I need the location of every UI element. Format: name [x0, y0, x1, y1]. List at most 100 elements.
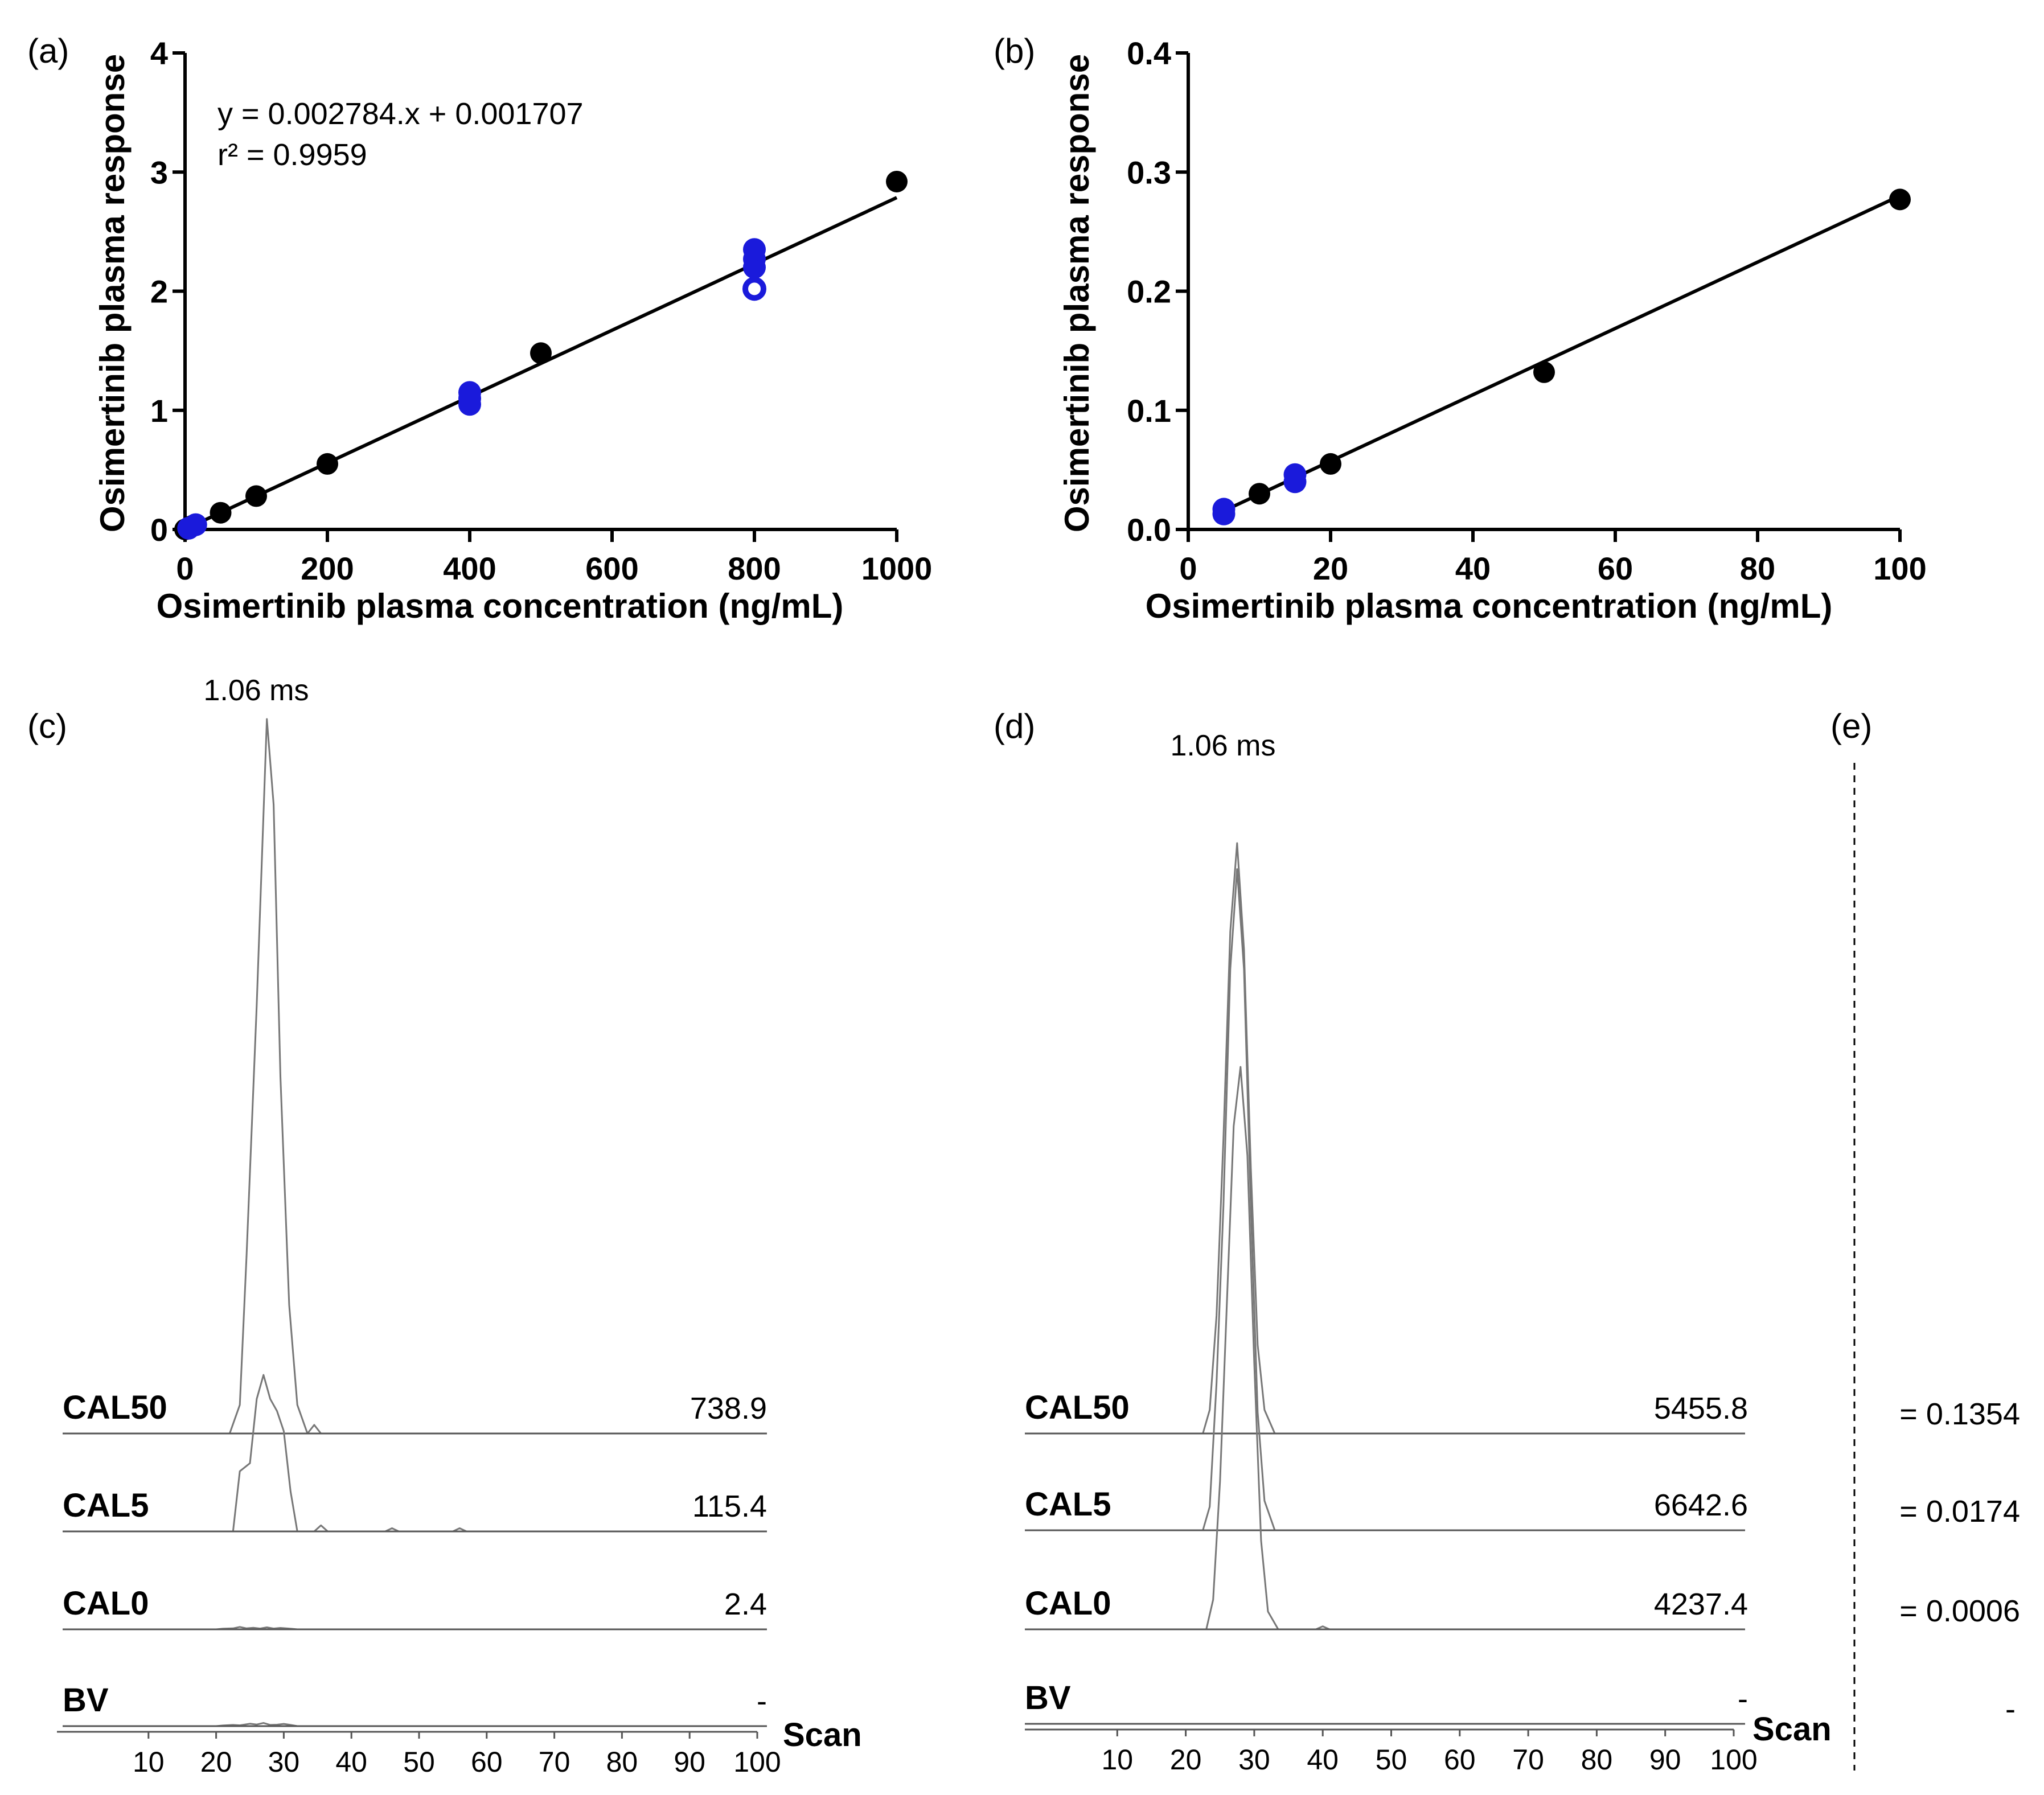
y-tick-label: 0.3 [1127, 154, 1171, 190]
qc-point [742, 277, 766, 301]
ratio-cal50: = 0.1354 [1899, 1397, 2020, 1431]
panel-a-y-axis-title: Osimertinib plasma response [93, 54, 132, 532]
scan-tick-label: 90 [674, 1746, 705, 1778]
trace-label-bv: BV [63, 1682, 109, 1719]
y-tick-label: 0.4 [1127, 35, 1171, 71]
x-tick-label: 200 [301, 551, 354, 586]
x-tick-label: 800 [728, 551, 781, 586]
qc-point [743, 238, 766, 261]
y-tick-label: 0.0 [1127, 512, 1171, 548]
panel-c-scan-label: Scan [783, 1716, 862, 1753]
scan-tick-label: 10 [133, 1746, 165, 1778]
y-tick-label: 3 [150, 154, 168, 190]
scan-tick-label: 40 [1307, 1744, 1339, 1776]
fit-equation: y = 0.002784.x + 0.001707 [217, 97, 584, 131]
y-tick-label: 0 [150, 512, 168, 548]
trace-area-value: 5455.8 [1654, 1391, 1748, 1426]
trace-area-value: 738.9 [690, 1391, 767, 1426]
x-tick-label: 0 [1179, 551, 1197, 586]
panel-d-peak-label: 1.06 ms [1171, 729, 1276, 762]
panel-a: (a) y = 0.002784.x + 0.001707 r² = 0.995… [27, 32, 932, 625]
scan-tick-label: 60 [471, 1746, 503, 1778]
y-tick-label: 1 [150, 393, 168, 429]
scan-tick-label: 50 [403, 1746, 435, 1778]
scan-tick-label: 60 [1444, 1744, 1476, 1776]
scan-tick-label: 80 [1581, 1744, 1613, 1776]
trace-cal5 [1049, 868, 1734, 1531]
scan-tick-label: 100 [1710, 1744, 1757, 1776]
scan-tick-label: 70 [539, 1746, 570, 1778]
calibrator-point [245, 485, 267, 507]
ratio-bv: - [2005, 1692, 2016, 1726]
trace-cal5 [81, 1374, 757, 1533]
qc-point [1283, 463, 1307, 486]
panel-d: (d) 1.06 ms Scan CAL50 5455.8 CAL5 6642.6 CA… [994, 707, 1832, 1776]
scan-tick-label: 30 [268, 1746, 300, 1778]
trace-area-value: 4237.4 [1654, 1587, 1748, 1621]
y-tick-label: 4 [150, 35, 168, 71]
trace-label-cal5: CAL5 [1025, 1486, 1111, 1523]
panel-b-label: (b) [994, 32, 1035, 70]
trace-area-value: - [1738, 1682, 1748, 1716]
calibrator-point [210, 502, 232, 524]
trace-cal0 [1049, 1066, 1734, 1630]
panel-c-label: (c) [27, 707, 67, 745]
trace-label-cal5: CAL5 [63, 1487, 149, 1524]
x-tick-label: 600 [585, 551, 638, 586]
r-squared: r² = 0.9959 [217, 138, 367, 172]
panel-e: (e) = 0.1354 = 0.0174 = 0.0006 - [1830, 707, 2020, 1771]
panel-c-peak-label: 1.06 ms [204, 674, 309, 707]
x-tick-label: 1000 [861, 551, 933, 586]
x-tick-label: 100 [1873, 551, 1926, 586]
trace-label-bv: BV [1025, 1679, 1071, 1716]
trace-label-cal0: CAL0 [1025, 1585, 1111, 1622]
scan-tick-label: 90 [1649, 1744, 1681, 1776]
x-tick-label: 20 [1313, 551, 1348, 586]
x-tick-label: 80 [1740, 551, 1775, 586]
panel-b-x-axis-title: Osimertinib plasma concentration (ng/mL) [1146, 587, 1833, 625]
trace-area-value: 6642.6 [1654, 1488, 1748, 1522]
trace-area-value: 115.4 [692, 1489, 767, 1523]
x-tick-label: 60 [1598, 551, 1633, 586]
scan-tick-label: 70 [1512, 1744, 1544, 1776]
trace-cal50 [81, 718, 757, 1435]
panel-b: (b) Osimertinib plasma concentration (ng… [994, 32, 1927, 625]
calibrator-point [886, 170, 908, 192]
scan-tick-label: 20 [1170, 1744, 1202, 1776]
calibrator-point [1889, 188, 1911, 211]
trace-area-value: - [757, 1684, 767, 1718]
y-tick-label: 0.2 [1127, 274, 1171, 310]
calibrator-point [530, 342, 552, 364]
calibrator-point [317, 453, 338, 475]
qc-point [1212, 498, 1236, 521]
trace-cal50 [1049, 842, 1734, 1435]
y-tick-label: 0.1 [1127, 393, 1171, 429]
panel-c: (c) 1.06 ms Scan CAL50 738.9 CAL5 115.4 CAL0… [27, 674, 862, 1778]
trace-area-value: 2.4 [724, 1587, 767, 1621]
scan-tick-label: 80 [606, 1746, 638, 1778]
scan-tick-label: 10 [1101, 1744, 1133, 1776]
scan-tick-label: 100 [733, 1746, 781, 1778]
trace-label-cal50: CAL50 [63, 1389, 167, 1426]
y-tick-label: 2 [150, 274, 168, 310]
trace-label-cal0: CAL0 [63, 1585, 149, 1622]
ratio-cal5: = 0.0174 [1899, 1494, 2020, 1529]
x-tick-label: 40 [1455, 551, 1491, 586]
ratio-cal0: = 0.0006 [1899, 1594, 2020, 1628]
panel-d-label: (d) [994, 707, 1035, 745]
scan-tick-label: 20 [200, 1746, 232, 1778]
qc-point [458, 381, 481, 404]
calibrator-point [1249, 483, 1270, 505]
x-tick-label: 0 [176, 551, 194, 586]
qc-point [184, 513, 207, 536]
x-tick-label: 400 [443, 551, 496, 586]
calibrator-point [1533, 361, 1555, 383]
scan-tick-label: 40 [335, 1746, 367, 1778]
panel-b-y-axis-title: Osimertinib plasma response [1058, 54, 1096, 532]
panel-a-label: (a) [27, 32, 69, 70]
panel-a-x-axis-title: Osimertinib plasma concentration (ng/mL) [157, 587, 844, 625]
calibrator-point [1320, 453, 1341, 475]
panel-e-label: (e) [1830, 707, 1872, 745]
panel-d-scan-label: Scan [1752, 1711, 1832, 1748]
